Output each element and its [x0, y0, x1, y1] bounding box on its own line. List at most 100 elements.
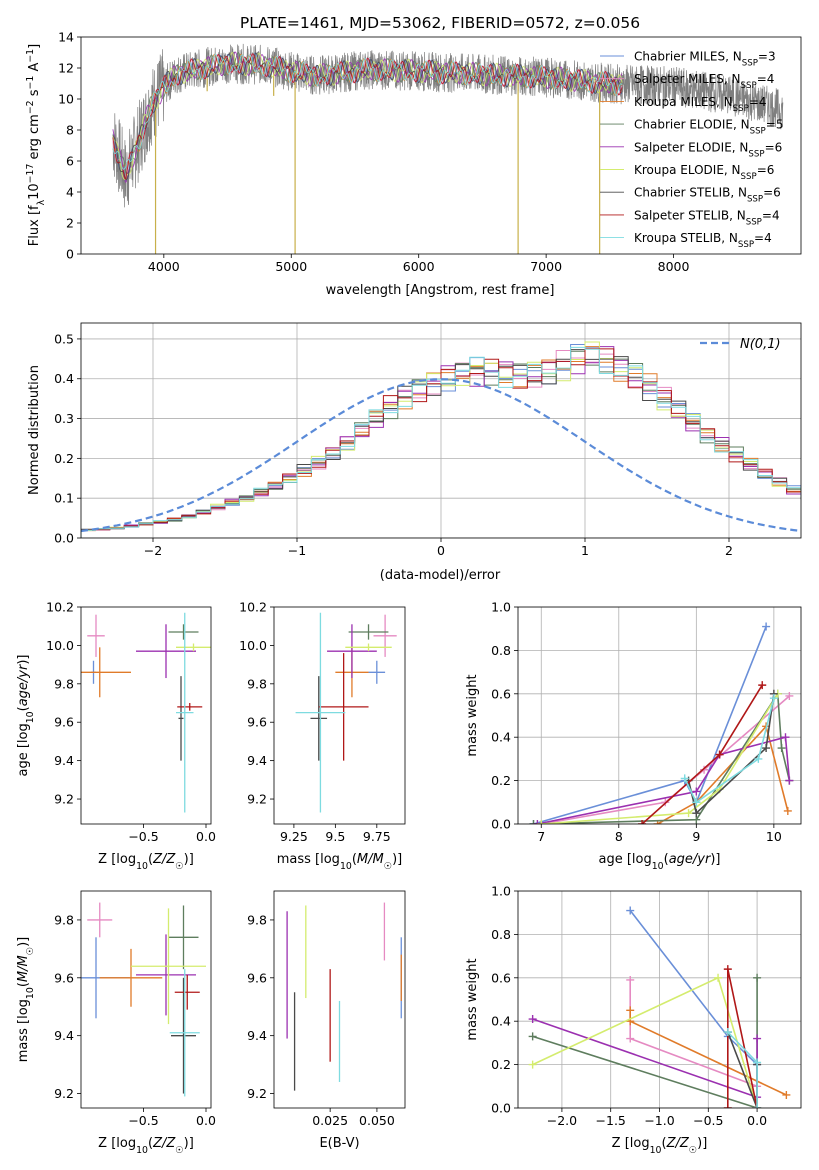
y-tick-label: 9.8	[247, 676, 267, 691]
series-marker	[528, 1060, 537, 1069]
y-tick-label: 0.8	[491, 643, 511, 658]
histogram-3	[81, 350, 801, 538]
series-marker	[626, 1006, 635, 1015]
series-marker	[692, 809, 701, 818]
x-tick-label: 0.0	[747, 1113, 767, 1128]
normal-curve	[81, 378, 801, 533]
y-tick-label: 9.6	[247, 970, 267, 985]
y-tick-label: 12	[58, 61, 74, 76]
x-axis-label: Z [log10(Z/Z☉)]	[98, 1136, 194, 1156]
series-line-5	[541, 693, 779, 824]
x-axis-label: (data-model)/error	[380, 568, 501, 583]
series-marker	[528, 1032, 537, 1041]
series-line-8	[683, 697, 775, 804]
series-marker	[537, 820, 546, 824]
series-marker	[723, 1104, 732, 1108]
series-marker	[762, 744, 771, 753]
x-tick-label: −2	[144, 543, 162, 558]
panel-1: 4000 5000 6000 7000 8000 0 2 4 6 8 10 12 14 PLATE=146…	[25, 14, 802, 298]
legend-label-normal: N(0,1)	[740, 337, 781, 352]
series-marker	[723, 965, 732, 974]
y-tick-label: 0.4	[54, 371, 74, 386]
series-marker	[684, 809, 693, 818]
histogram-8	[81, 346, 801, 538]
y-tick-label: 9.2	[54, 792, 74, 807]
series-marker	[781, 733, 790, 742]
x-axis-label: Z [log10(Z/Z☉)]	[98, 852, 194, 872]
y-tick-label: 10.2	[46, 600, 74, 615]
x-tick-label: −0.5	[128, 1113, 158, 1128]
series-marker	[692, 798, 701, 807]
y-axis-label: mass weight	[465, 958, 480, 1040]
series-marker	[777, 744, 786, 753]
axes-frame	[80, 890, 212, 1109]
plot-area	[518, 607, 801, 824]
y-tick-label: 6	[66, 154, 74, 169]
y-tick-label: 0	[66, 247, 74, 262]
axes-frame	[273, 890, 406, 1109]
series-marker	[626, 906, 635, 915]
plot-area	[295, 612, 397, 813]
x-tick-label: 4000	[148, 259, 180, 274]
series-line-6	[687, 693, 775, 815]
x-tick-label: 10	[766, 829, 782, 844]
series-marker	[714, 973, 723, 982]
y-tick-label: 0.0	[491, 1101, 511, 1116]
series-marker	[626, 975, 635, 984]
plot-area	[112, 43, 784, 254]
x-tick-label: 9.5	[325, 829, 345, 844]
series-marker	[754, 754, 763, 763]
x-tick-label: −1.0	[644, 1113, 674, 1128]
series-marker	[753, 1058, 762, 1067]
panel-4: 9.25 9.5 9.75 9.2 9.4 9.6 9.8 10.0 10.2 mass [log…	[239, 600, 406, 872]
y-tick-label: 0.6	[491, 970, 511, 985]
series-marker	[762, 622, 771, 631]
y-axis-label: mass weight	[465, 674, 480, 756]
series-marker	[626, 1034, 635, 1043]
y-tick-label: 9.4	[54, 753, 74, 768]
panel-6: −0.5 0.0 9.2 9.4 9.6 9.8 Z [log10(Z/Z☉)] mass […	[16, 890, 216, 1156]
series-marker	[680, 774, 689, 783]
y-axis-label: mass [log10(M/M☉)]	[16, 937, 36, 1063]
panel-7: 0.025 0.050 9.2 9.4 9.6 9.8 E(B-V)	[247, 890, 406, 1151]
histogram-6	[81, 349, 801, 538]
series-marker	[533, 820, 542, 824]
chart-title: PLATE=1461, MJD=53062, FIBERID=0572, z=0…	[240, 14, 640, 32]
series-line-0	[533, 626, 767, 824]
x-tick-label: 5000	[275, 259, 307, 274]
legend-label: Chabrier STELIB, NSSP=6	[634, 186, 781, 205]
panel-3: −0.5 0.0 9.2 9.4 9.6 9.8 10.0 10.2 Z [log10(Z/Z☉…	[16, 600, 216, 872]
axes-frame	[517, 890, 802, 1109]
series-marker	[782, 1090, 791, 1099]
y-axis-label: age [log10(age/yr)]	[16, 654, 36, 776]
model-line-3	[112, 51, 623, 175]
y-tick-label: 10.2	[239, 600, 267, 615]
model-line-5	[112, 51, 623, 181]
series-marker	[692, 787, 701, 796]
y-tick-label: 9.2	[247, 1086, 267, 1101]
y-tick-label: 9.4	[54, 1028, 74, 1043]
series-marker	[758, 681, 767, 690]
x-tick-label: 7	[537, 829, 545, 844]
plot-area	[286, 902, 402, 1091]
plot-area	[81, 323, 801, 538]
x-tick-label: 9.75	[363, 829, 391, 844]
x-tick-label: 2	[725, 543, 733, 558]
model-line-8	[112, 53, 623, 170]
y-tick-label: 0.4	[491, 730, 511, 745]
x-tick-label: −0.5	[693, 1113, 723, 1128]
y-tick-label: 0.2	[491, 773, 511, 788]
series-line-5	[532, 976, 758, 1108]
plot-area	[518, 891, 801, 1108]
y-tick-label: 0.8	[491, 927, 511, 942]
y-tick-label: 4	[66, 185, 74, 200]
y-tick-label: 9.4	[247, 1028, 267, 1043]
x-tick-label: 0.0	[196, 829, 216, 844]
y-tick-label: 0.0	[54, 531, 74, 546]
axes-frame	[80, 322, 802, 539]
y-tick-label: 8	[66, 123, 74, 138]
series-marker	[753, 973, 762, 982]
y-tick-label: 9.6	[54, 715, 74, 730]
x-tick-label: 0	[437, 543, 445, 558]
